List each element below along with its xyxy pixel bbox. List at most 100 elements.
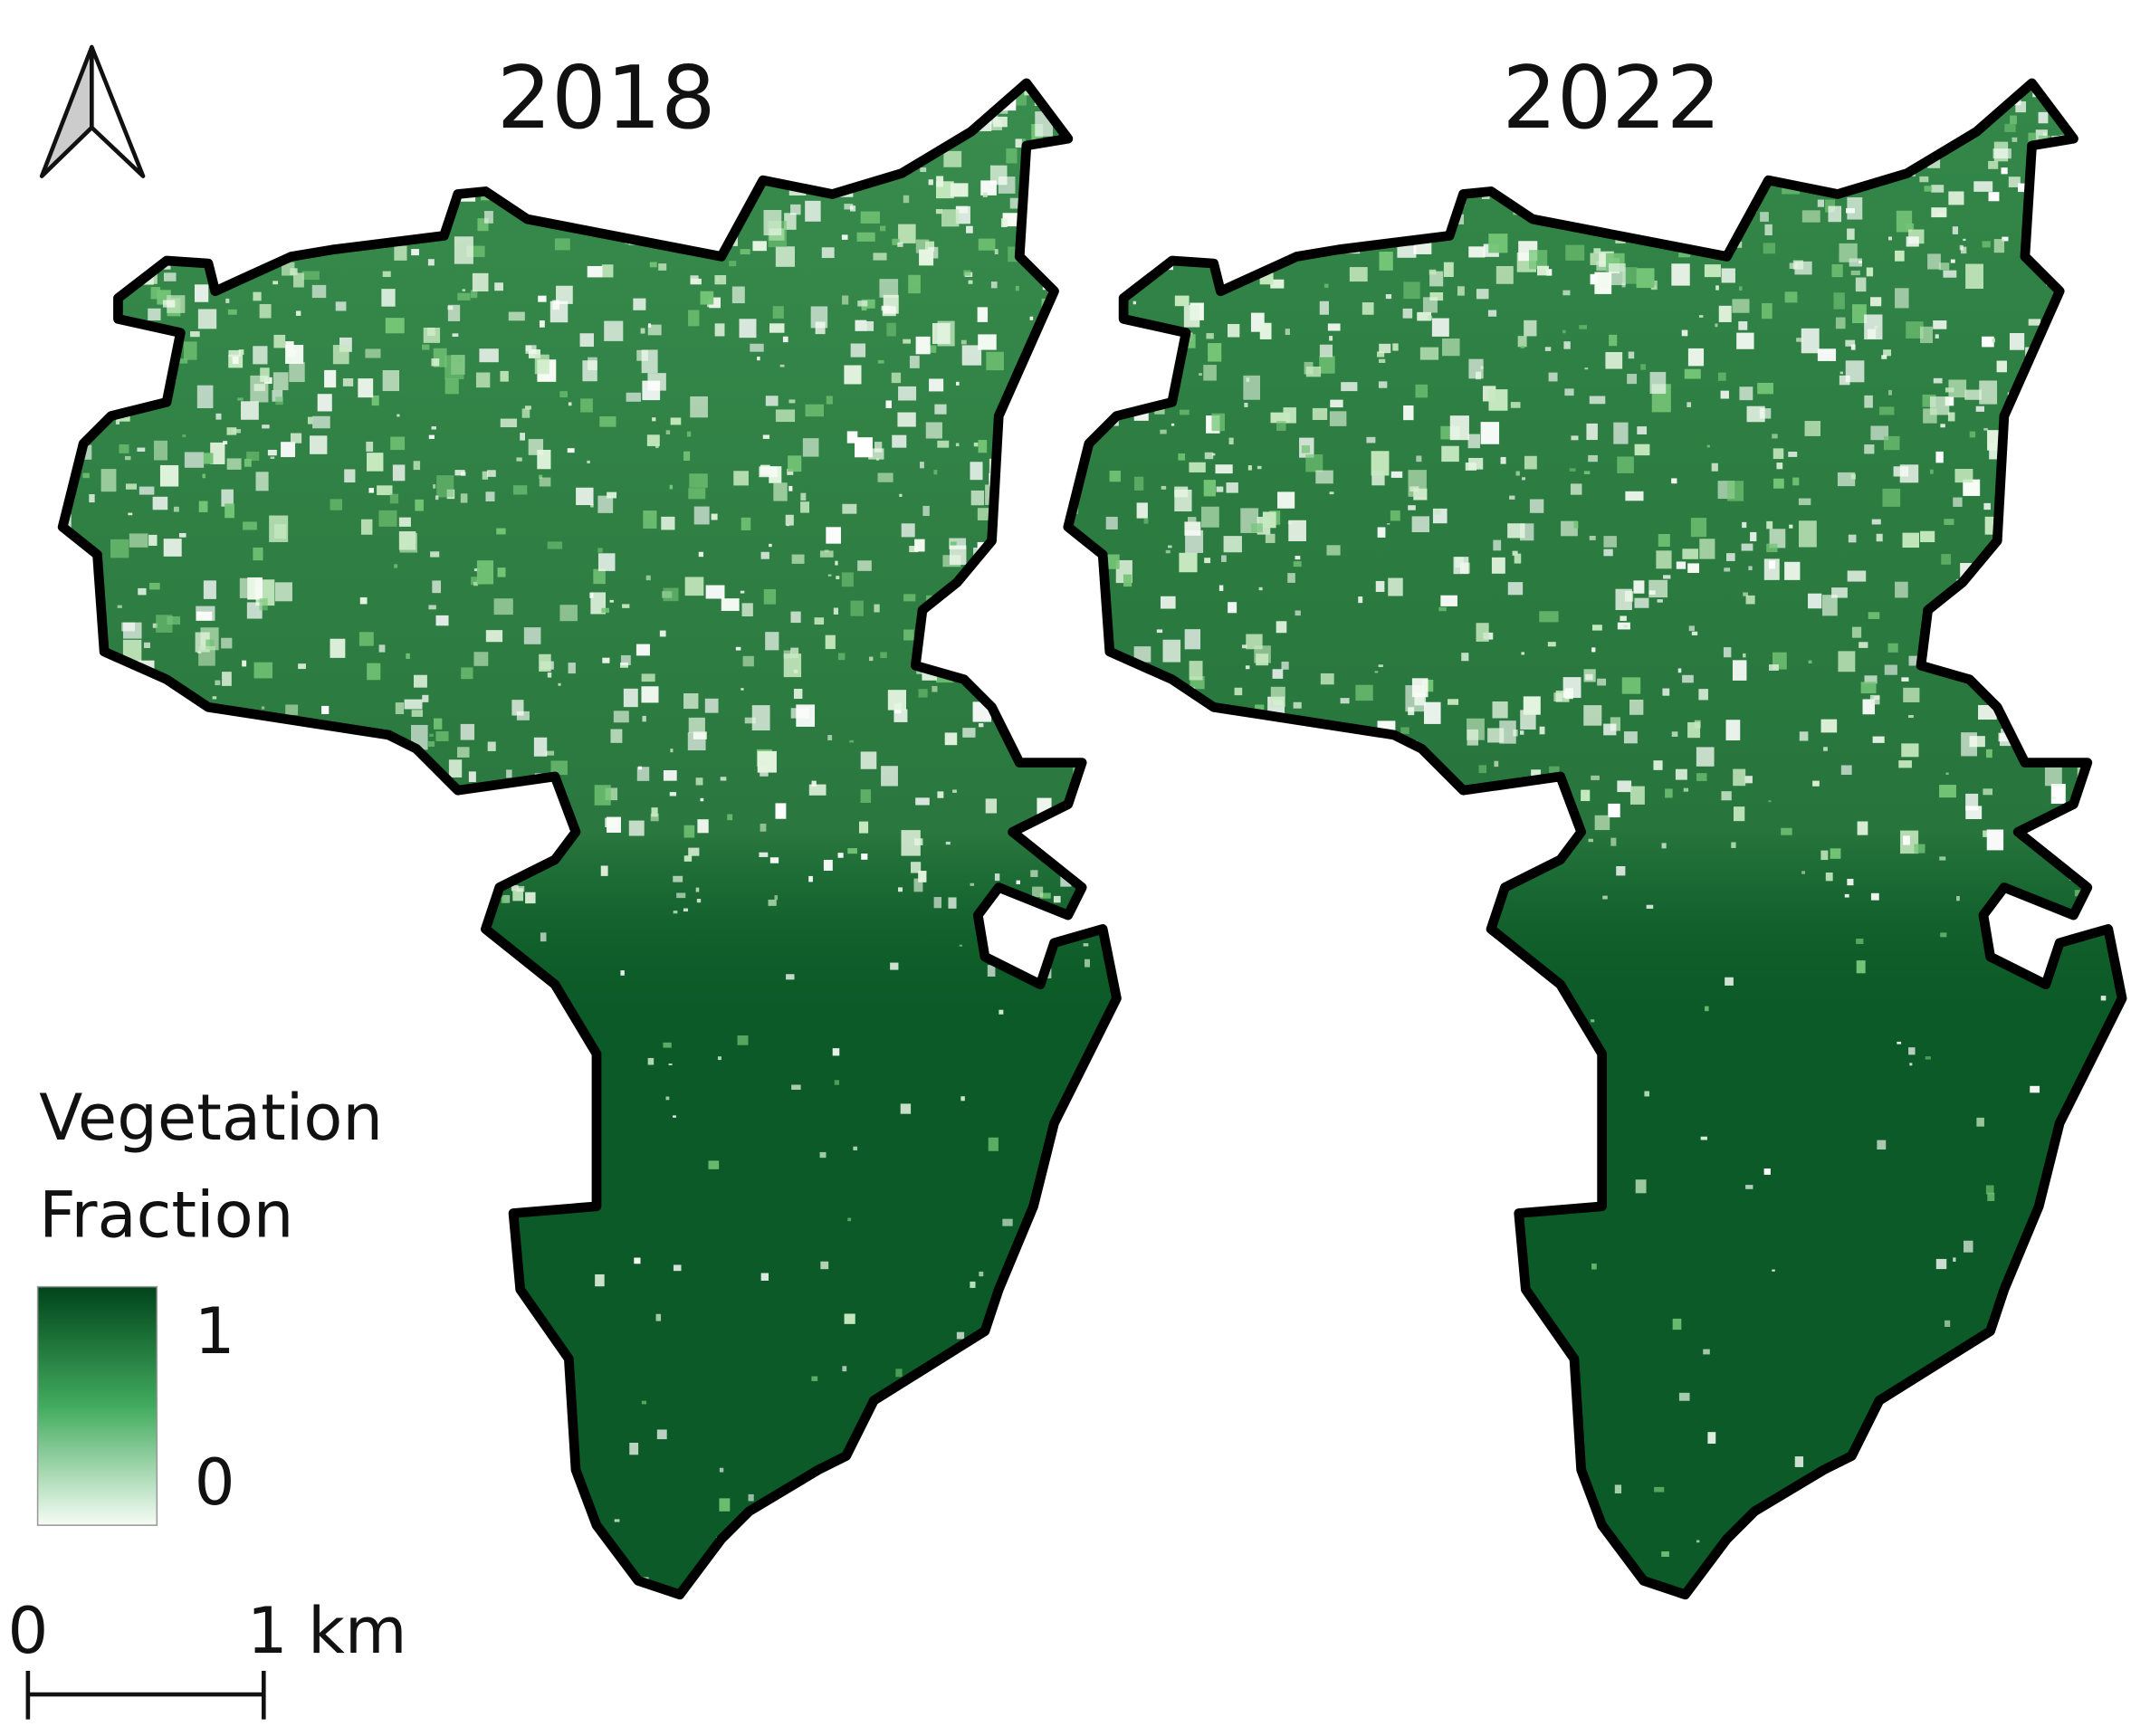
texture [1425,1113,1429,1117]
texture [227,309,237,315]
texture [1535,171,1540,176]
texture [1948,379,1967,398]
texture [987,965,996,977]
map-title: 2018 [497,49,716,148]
texture [1688,625,1695,632]
texture [960,1096,965,1102]
texture [1808,593,1822,609]
texture [201,160,216,180]
texture [411,176,423,192]
texture [1778,117,1790,129]
texture [1553,1006,1560,1015]
texture [1216,486,1224,492]
texture [1176,142,1185,148]
texture [1065,1201,1072,1207]
texture [275,396,283,405]
texture [1817,348,1837,361]
texture [1326,545,1341,556]
texture [1753,1568,1763,1580]
texture [1819,139,1833,155]
texture [805,125,820,135]
texture [407,843,419,851]
texture [1429,291,1444,301]
texture [1564,688,1573,700]
texture [1585,1170,1594,1178]
texture [623,688,638,708]
texture [63,874,72,881]
texture [482,471,489,480]
texture [127,91,146,111]
texture [626,392,642,402]
texture [1299,165,1317,176]
texture [1795,94,1803,100]
texture [1079,398,1087,409]
texture [1719,166,1728,174]
texture [588,357,597,371]
texture [1694,720,1701,729]
texture [1200,115,1218,125]
texture [642,715,646,722]
texture [846,431,858,444]
texture [1234,831,1239,835]
texture [2042,132,2047,138]
texture [454,236,473,264]
texture [1883,349,1892,357]
texture [986,569,990,573]
texture [2051,1183,2059,1193]
texture [432,580,442,594]
texture [1848,89,1857,97]
texture [1012,645,1017,650]
texture [1153,151,1172,170]
texture [1189,708,1209,735]
texture [1130,330,1145,343]
texture [738,110,749,118]
texture [1415,384,1429,398]
texture [1315,139,1323,148]
texture [154,133,166,143]
texture [1903,835,1910,845]
texture [274,582,292,602]
texture [178,532,186,538]
texture [2099,653,2106,661]
texture [1343,143,1352,149]
texture [649,262,657,268]
texture [1853,89,1862,95]
texture [1089,254,1107,281]
texture [1015,138,1022,148]
texture [757,750,777,773]
texture [412,1032,420,1042]
texture [1547,642,1556,647]
texture [775,803,787,819]
texture [1739,386,1753,401]
texture [174,840,183,849]
texture [835,560,838,566]
texture [1116,762,1117,767]
texture [1914,844,1925,854]
texture [1763,163,1767,166]
texture [1070,176,1076,184]
texture [1060,876,1072,887]
texture [1256,653,1269,666]
texture [1784,561,1801,580]
texture [360,519,373,535]
texture [1935,451,1944,463]
texture [1757,106,1773,116]
texture [1115,392,1117,405]
texture [167,1366,176,1376]
texture [243,521,257,530]
texture [1172,703,1190,724]
texture [129,533,148,548]
texture [2118,380,2123,391]
texture [1629,167,1644,177]
texture [1517,336,1527,348]
texture [1371,156,1386,166]
texture [1634,444,1650,456]
texture [1539,1473,1547,1483]
texture [2053,196,2072,211]
texture [185,110,203,129]
texture [1792,90,1810,104]
texture [1408,167,1421,177]
texture [994,873,1000,882]
texture [1808,660,1812,664]
texture [1560,1121,1564,1127]
